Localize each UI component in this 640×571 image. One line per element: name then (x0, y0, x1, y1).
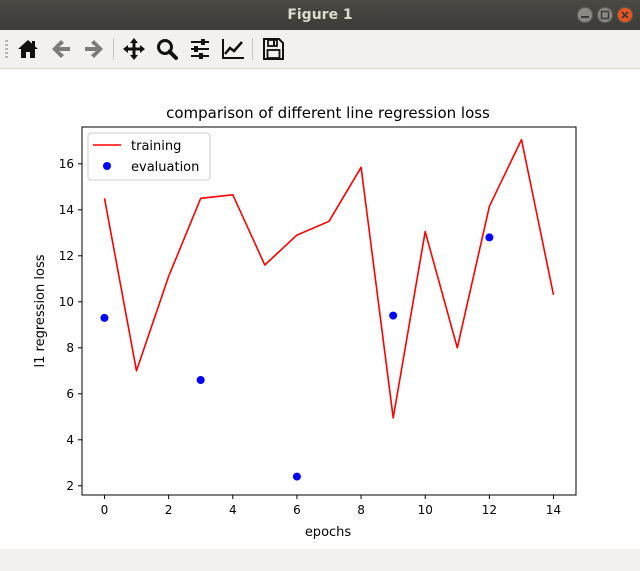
status-bar (0, 549, 640, 571)
x-tick-label: 2 (165, 503, 173, 517)
x-tick-label: 0 (101, 503, 109, 517)
x-tick-label: 14 (546, 503, 561, 517)
save-button[interactable] (259, 35, 287, 63)
x-tick-label: 4 (229, 503, 237, 517)
toolbar-separator (113, 38, 114, 60)
x-axis-label: epochs (305, 525, 352, 540)
y-tick-label: 4 (66, 433, 74, 447)
zoom-button[interactable] (153, 35, 181, 63)
evaluation-point (100, 313, 109, 322)
y-axis: 2 4 6 8 10 12 14 16 (59, 157, 82, 493)
back-arrow-icon (52, 40, 70, 58)
toolbar-grip (5, 40, 8, 58)
configure-subplots-button[interactable] (186, 35, 214, 63)
forward-arrow-icon (85, 40, 103, 58)
y-tick-label: 6 (66, 387, 74, 401)
close-icon (621, 11, 629, 19)
save-icon (263, 38, 284, 60)
figure-canvas[interactable]: comparison of different line regression … (0, 69, 640, 549)
legend: training evaluation (87, 132, 211, 181)
minimize-button[interactable] (577, 7, 593, 23)
home-button[interactable] (14, 35, 42, 63)
y-tick-label: 2 (66, 479, 74, 493)
maximize-icon (600, 10, 610, 20)
zoom-icon (157, 39, 178, 60)
minimize-icon (581, 16, 589, 18)
edit-axis-button[interactable] (219, 35, 247, 63)
evaluation-point (292, 472, 301, 481)
data-series (100, 138, 555, 481)
navigation-toolbar (0, 30, 640, 69)
x-tick-label: 6 (293, 503, 301, 517)
window-title: Figure 1 (287, 7, 353, 23)
pan-icon (123, 38, 145, 60)
x-tick-label: 10 (418, 503, 433, 517)
training-line (103, 138, 555, 419)
y-tick-label: 12 (59, 249, 74, 263)
plot-area (81, 126, 577, 496)
y-tick-label: 16 (59, 157, 74, 171)
legend-evaluation-label: evaluation (131, 160, 199, 175)
home-icon (18, 40, 38, 58)
forward-button[interactable] (80, 35, 108, 63)
y-tick-label: 10 (59, 295, 74, 309)
close-button[interactable] (617, 7, 633, 23)
title-bar: Figure 1 (0, 0, 640, 30)
chart-title: comparison of different line regression … (166, 104, 490, 122)
y-tick-label: 8 (66, 341, 74, 355)
back-button[interactable] (47, 35, 75, 63)
chart: comparison of different line regression … (33, 104, 577, 540)
y-tick-label: 14 (59, 203, 74, 217)
legend-evaluation-marker (103, 162, 111, 170)
x-tick-label: 8 (357, 503, 365, 517)
y-axis-label: l1 regression loss (33, 254, 48, 367)
edit-axis-icon (222, 39, 244, 59)
subplots-config-icon (191, 39, 209, 59)
evaluation-point (485, 233, 494, 242)
toolbar-separator (252, 38, 253, 60)
pan-button[interactable] (120, 35, 148, 63)
x-axis: 0 2 4 6 8 10 12 14 (101, 495, 561, 517)
x-tick-label: 12 (482, 503, 497, 517)
maximize-button[interactable] (597, 7, 613, 23)
evaluation-point (196, 376, 205, 384)
evaluation-point (389, 311, 398, 320)
legend-training-label: training (131, 139, 181, 154)
